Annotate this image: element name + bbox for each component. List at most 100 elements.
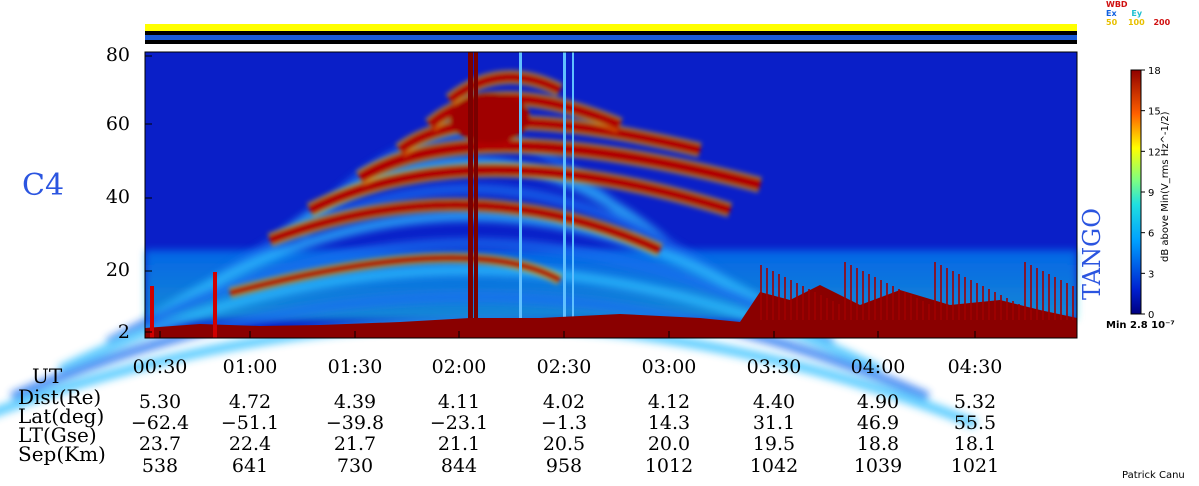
emission-arc [447, 72, 563, 104]
ephemeris-cell: 1042 [749, 455, 799, 477]
mode-bar [145, 24, 1077, 44]
emission-core [450, 93, 530, 143]
broadband-spike [832, 301, 834, 320]
broadband-spike [910, 295, 912, 320]
colorbar-tick-label: 6 [1148, 229, 1154, 240]
ephemeris-cell: 14.3 [647, 412, 691, 434]
legend-100: 100 [1127, 18, 1145, 27]
sep-row-label: Sep(Km) [18, 442, 106, 466]
vertical-streak [468, 52, 473, 338]
time-tick: 01:00 [222, 356, 278, 378]
broadband-spike [766, 268, 768, 320]
broadband-spike [802, 286, 804, 320]
broadband-spike [904, 292, 906, 320]
vertical-streak [519, 52, 522, 338]
y-tick-2: 2 [117, 321, 130, 343]
broadband-spike [958, 274, 960, 320]
broadband-spike [1060, 280, 1062, 320]
broadband-spike [796, 283, 798, 320]
ephemeris-cell: −39.8 [325, 412, 385, 434]
mode-legend: WBD Ex Ey 50 100 200 [1106, 0, 1170, 27]
broadband-spike [1036, 268, 1038, 320]
broadband-spike [1042, 271, 1044, 320]
ephemeris-cell: 4.90 [856, 391, 900, 413]
emission-arc [268, 200, 662, 255]
vertical-streak [572, 52, 574, 338]
ephemeris-cell: 31.1 [752, 412, 796, 434]
broadband-spike [874, 277, 876, 320]
y-tick-60: 60 [105, 113, 130, 135]
ephemeris-cell: −62.4 [130, 412, 190, 434]
ephemeris-cell: 55.5 [953, 412, 997, 434]
emission-arc [307, 165, 732, 215]
emission-arc [357, 140, 762, 191]
ephemeris-cell: 844 [440, 455, 478, 477]
y-tick-80: 80 [105, 44, 130, 66]
colorbar-tick-label: 0 [1148, 310, 1154, 321]
broadband-spike [856, 268, 858, 320]
emission-arc [229, 254, 562, 296]
colorbar: 0 3 6 9 12 15 18 [1130, 66, 1161, 321]
ephemeris-cell: −23.1 [429, 412, 489, 434]
time-tick: 02:30 [536, 356, 592, 378]
ephemeris-cell: 5.32 [953, 391, 997, 413]
ephemeris-cell: −1.3 [540, 412, 588, 434]
broadband-spike [1054, 277, 1056, 320]
broadband-spike [982, 286, 984, 320]
broadband-spike [880, 280, 882, 320]
broadband-spike [1066, 283, 1068, 320]
broadband-spike [970, 280, 972, 320]
time-tick: 01:30 [327, 356, 383, 378]
broadband-spike [964, 277, 966, 320]
ephemeris-cell: 4.11 [437, 391, 481, 413]
legend-ey: Ey [1131, 9, 1143, 18]
broadband-spike [928, 304, 930, 320]
ephemeris-cell: 4.12 [647, 391, 691, 413]
broadband-spike [862, 271, 864, 320]
ephemeris-cell: 46.9 [856, 412, 900, 434]
dist-row-label: Dist(Re) [18, 385, 102, 409]
ephemeris-cell: 4.02 [542, 391, 586, 413]
ephemeris-cell: 21.1 [437, 433, 481, 455]
broadband-spike [760, 265, 762, 320]
legend-wbd: WBD [1106, 0, 1128, 9]
colorbar-tick-label: 15 [1148, 107, 1161, 118]
broadband-spike [994, 292, 996, 320]
lt-row-label: LT(Gse) [18, 423, 97, 447]
broadband-spike [940, 265, 942, 320]
broadband-spike [1006, 298, 1008, 320]
broadband-spike [1048, 274, 1050, 320]
colorbar-tick-label: 9 [1148, 188, 1154, 199]
broadband-spike [844, 262, 846, 320]
ephemeris-cell: 538 [141, 455, 179, 477]
broadband-spike [772, 271, 774, 320]
broadband-spike [922, 301, 924, 320]
broadband-spike [808, 289, 810, 320]
broadband-spike [814, 292, 816, 320]
broadband-spike [1072, 286, 1074, 320]
time-tick: 04:30 [947, 356, 1003, 378]
ephemeris-cell: 4.39 [333, 391, 377, 413]
broadband-spike [778, 274, 780, 320]
time-tick: 02:00 [431, 356, 487, 378]
broadband-spike [892, 286, 894, 320]
ephemeris-cell: 4.72 [228, 391, 272, 413]
colorbar-tick-label: 3 [1148, 269, 1154, 280]
ephemeris-cell: 18.1 [953, 433, 997, 455]
legend-50: 50 [1106, 18, 1118, 27]
ephemeris-cell: 730 [336, 455, 374, 477]
y-tick-40: 40 [105, 186, 130, 208]
legend-200: 200 [1153, 18, 1171, 27]
colorbar-label: dB above Min(V_rms Hz^-1/2) [1160, 111, 1171, 262]
ephemeris-cell: 20.5 [542, 433, 586, 455]
broadband-spike [886, 283, 888, 320]
vertical-streak [474, 52, 478, 338]
ephemeris-cell: 1012 [644, 455, 694, 477]
broadband-spike [1024, 262, 1026, 320]
vertical-streak [563, 52, 566, 338]
credit-label: Patrick Canu [1122, 470, 1185, 481]
ephemeris-cell: 22.4 [228, 433, 272, 455]
ephemeris-cell: 21.7 [333, 433, 377, 455]
ephemeris-cell: 958 [545, 455, 583, 477]
